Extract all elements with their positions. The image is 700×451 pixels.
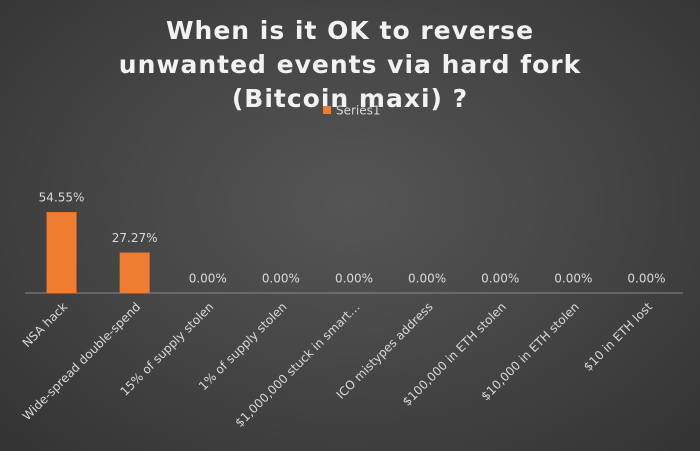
data-label: 0.00% bbox=[554, 272, 592, 286]
data-label: 54.55% bbox=[39, 191, 85, 205]
data-label: 27.27% bbox=[112, 231, 158, 245]
chart-title: When is it OK to reverse unwanted events… bbox=[118, 16, 582, 113]
data-label: 0.00% bbox=[262, 272, 300, 286]
data-label: 0.00% bbox=[335, 272, 373, 286]
bar bbox=[119, 252, 150, 293]
data-label: 0.00% bbox=[189, 272, 227, 286]
legend-label: Series1 bbox=[336, 104, 381, 118]
x-tick-label: Wide-spread double-spend bbox=[20, 300, 144, 424]
data-label: 0.00% bbox=[408, 272, 446, 286]
data-label: 0.00% bbox=[627, 272, 665, 286]
legend-swatch bbox=[323, 106, 331, 114]
x-tick-label: $10 in ETH lost bbox=[581, 299, 655, 373]
data-label: 0.00% bbox=[481, 272, 519, 286]
bar bbox=[46, 212, 77, 293]
x-tick-label: NSA hack bbox=[20, 300, 70, 350]
x-tick-label: $1,000,000 stuck in smart… bbox=[232, 300, 362, 430]
